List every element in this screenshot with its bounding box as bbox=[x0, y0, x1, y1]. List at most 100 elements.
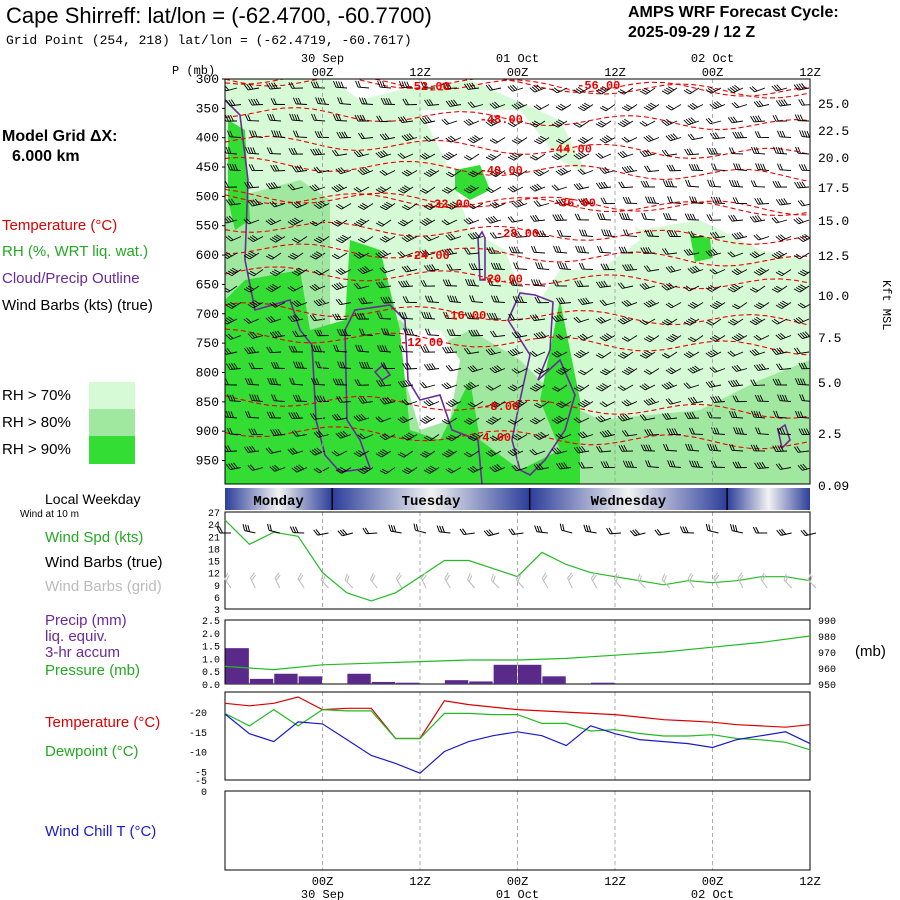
barb-feather bbox=[797, 333, 803, 339]
barb-feather bbox=[356, 379, 361, 386]
barb-feather bbox=[707, 87, 714, 93]
barb-staff bbox=[666, 120, 678, 126]
barb-feather bbox=[661, 354, 669, 359]
barb-staff bbox=[803, 269, 810, 277]
barb-feather bbox=[575, 386, 583, 391]
barb-feather bbox=[685, 352, 692, 357]
barb-feather bbox=[463, 83, 469, 90]
barb-feather bbox=[600, 281, 606, 288]
barb-staff bbox=[560, 170, 572, 176]
barb-feather bbox=[753, 146, 757, 154]
barb-feather bbox=[553, 122, 561, 127]
barb-feather bbox=[312, 148, 317, 155]
kft-axis-label: Kft MSL bbox=[879, 280, 893, 331]
cross-section-wind-barb bbox=[665, 302, 682, 309]
barb-feather bbox=[624, 118, 631, 124]
barb-feather bbox=[311, 184, 318, 191]
barb-staff bbox=[582, 203, 594, 205]
barb-feather bbox=[447, 136, 454, 142]
barb-feather bbox=[377, 80, 381, 88]
cloud-outline-layer bbox=[225, 99, 791, 484]
cross-section-wind-barb bbox=[359, 328, 374, 336]
barb-staff bbox=[244, 530, 256, 534]
cross-section-wind-barb bbox=[621, 104, 638, 112]
barb-feather bbox=[713, 334, 721, 340]
barb-staff bbox=[649, 335, 660, 343]
barb-feather bbox=[270, 218, 276, 223]
barb-feather bbox=[779, 130, 783, 138]
barb-staff bbox=[758, 236, 770, 241]
barb-feather bbox=[515, 262, 519, 269]
barb-feather bbox=[309, 222, 316, 227]
barb-feather bbox=[623, 336, 631, 341]
barb-feather bbox=[537, 137, 545, 142]
barb-feather bbox=[642, 247, 647, 254]
barb-feather bbox=[397, 189, 405, 194]
barb-feather bbox=[754, 251, 760, 256]
barb-feather bbox=[295, 269, 303, 274]
barb-feather bbox=[361, 203, 369, 208]
barb-feather bbox=[639, 320, 646, 326]
cross-section-wind-barb bbox=[639, 350, 656, 359]
barb-feather bbox=[733, 365, 740, 372]
barb-feather bbox=[256, 394, 260, 402]
barb-feather bbox=[606, 229, 610, 237]
barb-feather bbox=[732, 86, 738, 91]
barb-feather bbox=[243, 219, 250, 225]
barb-staff bbox=[711, 87, 722, 94]
barb-feather bbox=[335, 205, 342, 210]
cross-section-wind-barb bbox=[639, 318, 656, 326]
surface-wind-barb-grid bbox=[395, 572, 403, 589]
cross-section-wind-barb bbox=[375, 219, 392, 227]
cross-section-wind-barb bbox=[753, 267, 770, 276]
barb-staff bbox=[407, 236, 418, 242]
barb-feather bbox=[730, 214, 735, 222]
surface-wind-barb-true bbox=[559, 523, 573, 534]
barb-staff bbox=[428, 368, 440, 371]
barb-feather bbox=[735, 334, 743, 339]
barb-feather bbox=[359, 168, 366, 175]
cross-section-wind-barb bbox=[617, 87, 634, 95]
cross-section-wind-barb bbox=[573, 316, 590, 323]
barb-feather bbox=[271, 201, 278, 207]
barb-feather bbox=[512, 295, 517, 303]
barb-feather bbox=[507, 86, 513, 92]
barb-feather bbox=[397, 153, 404, 159]
barb-feather bbox=[266, 83, 271, 90]
barb-feather bbox=[269, 377, 273, 385]
barb-feather bbox=[383, 97, 387, 105]
cross-section-wind-barb bbox=[529, 314, 546, 322]
barb-feather bbox=[507, 350, 513, 356]
barb-feather bbox=[496, 168, 503, 173]
barb-feather bbox=[793, 288, 801, 293]
cross-section-wind-barb bbox=[423, 203, 440, 211]
barb-feather bbox=[225, 217, 227, 224]
barb-feather bbox=[692, 366, 698, 372]
barb-feather bbox=[652, 196, 656, 204]
cross-section-wind-barb bbox=[533, 331, 550, 340]
cross-section-wind-barb bbox=[596, 213, 612, 221]
barb-feather bbox=[714, 102, 720, 108]
barb-feather bbox=[560, 198, 566, 205]
barb-feather bbox=[771, 319, 778, 325]
cross-section-wind-barb bbox=[553, 245, 568, 254]
barb-feather bbox=[489, 312, 493, 320]
barb-feather bbox=[514, 231, 519, 238]
cross-section-wind-barb bbox=[313, 236, 330, 244]
barb-staff bbox=[451, 170, 462, 178]
barb-staff bbox=[623, 87, 634, 95]
barb-feather bbox=[419, 221, 426, 226]
cross-section-wind-barb bbox=[335, 298, 352, 306]
barb-feather bbox=[360, 397, 365, 404]
barb-feather bbox=[773, 146, 777, 154]
barb-feather bbox=[400, 116, 405, 123]
barb-feather bbox=[441, 383, 447, 390]
barb-staff bbox=[403, 186, 414, 194]
barb-feather bbox=[537, 169, 545, 174]
barb-feather bbox=[267, 113, 271, 121]
barb-staff bbox=[666, 384, 678, 390]
barb-feather bbox=[712, 349, 719, 354]
cross-section-wind-barb bbox=[555, 333, 572, 340]
rh-fill-layer bbox=[225, 79, 810, 484]
barb-feather bbox=[579, 105, 587, 110]
